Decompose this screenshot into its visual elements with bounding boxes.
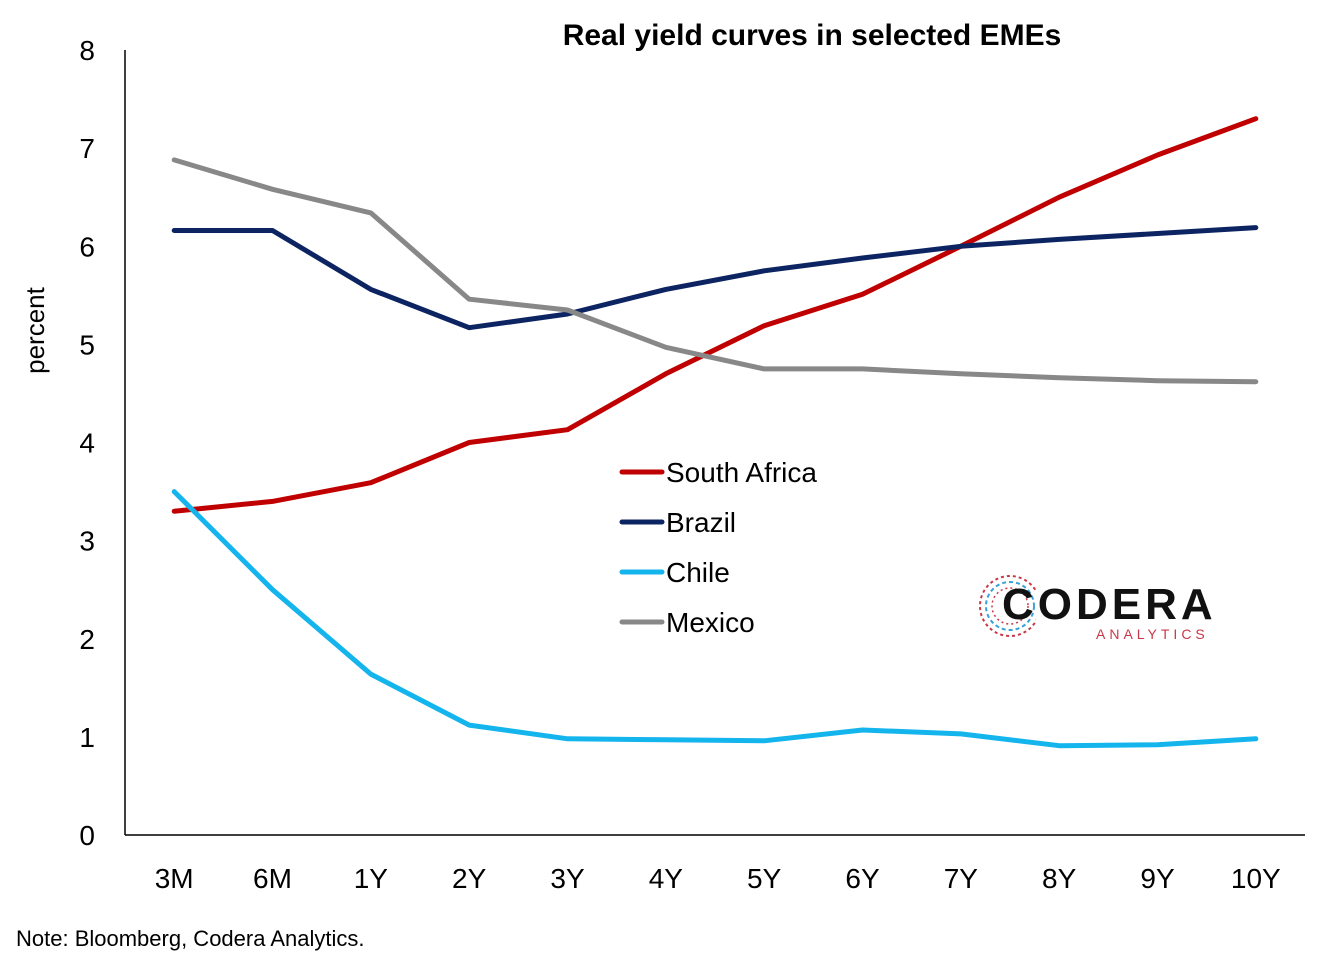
y-tick-label: 5 (79, 329, 95, 360)
legend-label-mexico: Mexico (666, 607, 755, 638)
codera-logo: CODERA ANALYTICS (976, 566, 1226, 646)
x-tick-label: 1Y (354, 863, 389, 894)
series-line-mexico (171, 157, 1259, 385)
series-line-chile (171, 489, 1259, 749)
x-tick-label: 10Y (1231, 863, 1281, 894)
x-tick-label: 6Y (845, 863, 880, 894)
x-tick-label: 3M (155, 863, 194, 894)
x-tick-label: 6M (253, 863, 292, 894)
y-tick-label: 7 (79, 133, 95, 164)
x-tick-label: 4Y (649, 863, 684, 894)
legend-label-chile: Chile (666, 557, 730, 588)
x-tick-label: 5Y (747, 863, 782, 894)
codera-logo-mark (979, 575, 1036, 637)
y-tick-label: 8 (79, 35, 95, 66)
legend-label-south-africa: South Africa (666, 457, 817, 488)
x-tick-label: 7Y (944, 863, 979, 894)
y-tick-label: 1 (79, 722, 95, 753)
series-line-south-africa (171, 116, 1259, 514)
x-tick-label: 8Y (1042, 863, 1077, 894)
source-note: Note: Bloomberg, Codera Analytics. (16, 926, 365, 951)
x-tick-label: 3Y (550, 863, 585, 894)
chart-title: Real yield curves in selected EMEs (563, 19, 1062, 52)
series-line-brazil (171, 225, 1259, 331)
y-tick-label: 3 (79, 526, 95, 557)
x-tick-label: 9Y (1140, 863, 1175, 894)
y-tick-label: 0 (79, 820, 95, 851)
y-tick-label: 2 (79, 624, 95, 655)
y-tick-label: 6 (79, 231, 95, 262)
codera-logo-sub: ANALYTICS (1096, 626, 1209, 642)
y-tick-label: 4 (79, 428, 95, 459)
x-tick-label: 2Y (452, 863, 487, 894)
legend-label-brazil: Brazil (666, 507, 736, 538)
codera-logo-word: CODERA (1002, 580, 1217, 629)
y-axis-label: percent (20, 286, 50, 373)
